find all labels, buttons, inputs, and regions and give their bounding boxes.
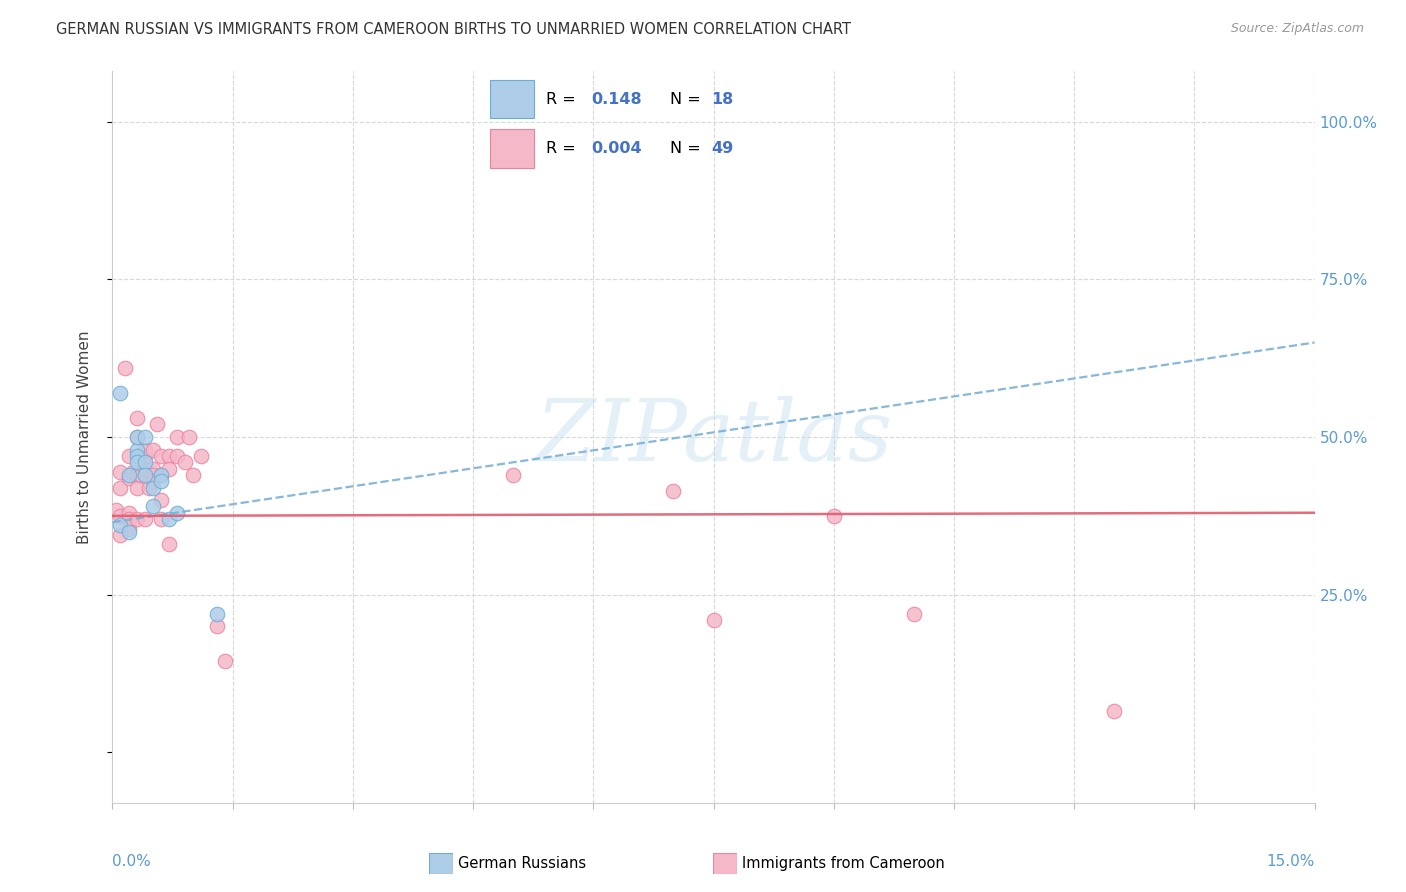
- Point: [149, 467, 172, 482]
- Point: [134, 461, 156, 475]
- Point: [166, 506, 188, 520]
- FancyBboxPatch shape: [429, 853, 453, 874]
- Point: [110, 386, 132, 401]
- Point: [903, 607, 925, 621]
- Point: [141, 474, 163, 488]
- Point: [205, 607, 228, 621]
- Point: [166, 449, 188, 463]
- Point: [157, 461, 180, 475]
- Text: 0.0%: 0.0%: [112, 854, 152, 869]
- Text: N =: N =: [669, 141, 706, 156]
- Point: [190, 449, 212, 463]
- Point: [125, 442, 148, 457]
- Point: [205, 619, 228, 633]
- Point: [125, 481, 148, 495]
- Text: Immigrants from Cameroon: Immigrants from Cameroon: [742, 856, 945, 871]
- Point: [149, 467, 172, 482]
- Point: [214, 654, 236, 668]
- Text: ZIPatlas: ZIPatlas: [534, 396, 893, 478]
- Point: [149, 474, 172, 488]
- Point: [121, 465, 143, 479]
- Text: 0.004: 0.004: [591, 141, 641, 156]
- Point: [166, 430, 188, 444]
- Point: [105, 502, 128, 516]
- Point: [823, 508, 845, 523]
- Point: [134, 449, 156, 463]
- Point: [110, 518, 132, 533]
- Point: [114, 360, 136, 375]
- Point: [117, 467, 139, 482]
- Point: [141, 442, 163, 457]
- Point: [702, 613, 725, 627]
- Point: [117, 449, 139, 463]
- Point: [181, 467, 204, 482]
- Text: 15.0%: 15.0%: [1267, 854, 1315, 869]
- Text: R =: R =: [546, 141, 581, 156]
- Point: [117, 524, 139, 539]
- Point: [1102, 705, 1125, 719]
- Point: [157, 537, 180, 551]
- Point: [149, 449, 172, 463]
- Text: N =: N =: [669, 92, 706, 107]
- Point: [125, 467, 148, 482]
- Point: [134, 467, 156, 482]
- Point: [149, 512, 172, 526]
- FancyBboxPatch shape: [491, 80, 534, 119]
- Point: [129, 467, 152, 482]
- Point: [157, 449, 180, 463]
- Point: [117, 471, 139, 485]
- Text: 49: 49: [711, 141, 734, 156]
- Point: [125, 512, 148, 526]
- Text: German Russians: German Russians: [458, 856, 586, 871]
- Point: [134, 430, 156, 444]
- Point: [125, 430, 148, 444]
- Point: [110, 508, 132, 523]
- Point: [125, 430, 148, 444]
- Point: [502, 467, 524, 482]
- Point: [134, 512, 156, 526]
- Point: [177, 430, 200, 444]
- FancyBboxPatch shape: [491, 129, 534, 168]
- Point: [149, 493, 172, 508]
- Point: [138, 481, 160, 495]
- Point: [125, 455, 148, 469]
- Point: [117, 521, 139, 535]
- Point: [134, 442, 156, 457]
- Text: GERMAN RUSSIAN VS IMMIGRANTS FROM CAMEROON BIRTHS TO UNMARRIED WOMEN CORRELATION: GERMAN RUSSIAN VS IMMIGRANTS FROM CAMERO…: [56, 22, 851, 37]
- Point: [141, 481, 163, 495]
- Point: [110, 481, 132, 495]
- Point: [117, 512, 139, 526]
- Y-axis label: Births to Unmarried Women: Births to Unmarried Women: [77, 330, 91, 544]
- Point: [125, 411, 148, 425]
- Point: [662, 483, 685, 498]
- Point: [157, 512, 180, 526]
- Point: [125, 449, 148, 463]
- Point: [134, 455, 156, 469]
- Point: [145, 417, 167, 432]
- Text: Source: ZipAtlas.com: Source: ZipAtlas.com: [1230, 22, 1364, 36]
- Point: [110, 528, 132, 542]
- FancyBboxPatch shape: [713, 853, 737, 874]
- Text: R =: R =: [546, 92, 581, 107]
- Point: [141, 461, 163, 475]
- Point: [141, 467, 163, 482]
- Text: 0.148: 0.148: [591, 92, 641, 107]
- Text: 18: 18: [711, 92, 734, 107]
- Point: [117, 506, 139, 520]
- Point: [110, 465, 132, 479]
- Point: [173, 455, 195, 469]
- Point: [141, 500, 163, 514]
